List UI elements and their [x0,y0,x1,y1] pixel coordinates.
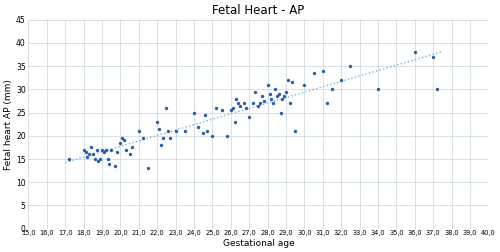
Point [240,101,248,105]
Point [159,136,167,140]
Point [319,69,327,73]
Point [166,136,174,140]
Point [128,145,136,149]
Point [144,166,152,170]
Point [122,148,130,152]
Point [346,64,354,68]
Point [102,148,110,152]
Point [300,83,308,87]
Point [269,101,277,105]
Point [157,143,165,147]
Point [98,148,106,152]
Point [430,55,438,59]
Point [113,150,121,154]
Point [87,145,95,149]
Point [268,97,276,101]
Point [82,150,90,154]
Title: Fetal Heart - AP: Fetal Heart - AP [212,4,304,17]
Point [96,157,104,161]
Y-axis label: Fetal heart AP (mm): Fetal heart AP (mm) [4,79,13,170]
Point [256,101,264,105]
Point [411,50,419,54]
Point [228,106,236,110]
Point [251,90,259,94]
Point [322,101,330,105]
Point [242,106,250,110]
Point [120,138,128,142]
Point [223,134,231,138]
Point [162,106,170,110]
Point [273,94,281,98]
Point [276,111,284,115]
Point [258,94,266,98]
Point [104,157,112,161]
Point [236,104,244,108]
Point [138,136,146,140]
Point [116,141,124,145]
Point [164,129,172,133]
Point [234,101,242,105]
Point [286,101,294,105]
Point [433,87,441,91]
Point [100,150,108,154]
Point [260,99,268,103]
Point [154,120,162,124]
Point [106,162,114,166]
Point [94,159,102,163]
Point [218,108,226,112]
Point [288,80,296,84]
Point [232,97,240,101]
Point [194,124,202,129]
Point [274,92,282,96]
Point [271,87,279,91]
Point [310,71,318,75]
Point [80,148,88,152]
Point [264,83,272,87]
Point [284,78,292,82]
Point [172,129,179,133]
Point [200,132,207,136]
Point [201,113,209,117]
Point [65,157,73,161]
Point [92,148,100,152]
Point [280,94,288,98]
Point [266,92,274,96]
Point [292,129,300,133]
Point [203,129,211,133]
Point [181,129,189,133]
Point [89,152,97,156]
Point [254,104,262,108]
Point [230,120,238,124]
Point [227,108,235,112]
Point [282,90,290,94]
Point [246,115,254,119]
Point [85,152,93,156]
Point [190,111,198,115]
Point [249,101,257,105]
X-axis label: Gestational age: Gestational age [222,239,294,248]
Point [84,155,92,159]
Point [338,78,345,82]
Point [108,148,116,152]
Point [212,106,220,110]
Point [90,157,98,161]
Point [111,164,119,168]
Point [278,97,286,101]
Point [135,129,143,133]
Point [118,136,126,140]
Point [155,127,163,131]
Point [208,134,216,138]
Point [126,152,134,156]
Point [374,87,382,91]
Point [328,87,336,91]
